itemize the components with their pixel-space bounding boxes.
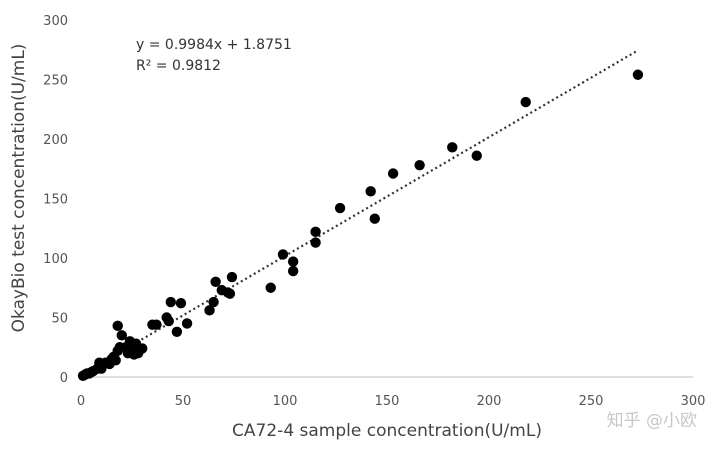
trendline-equation: y = 0.9984x + 1.8751 xyxy=(136,37,292,53)
y-axis-tick-labels: 0 50 100 150 200 250 300 xyxy=(43,14,68,386)
data-point xyxy=(414,159,425,171)
trendline xyxy=(80,50,637,376)
data-point xyxy=(287,265,299,277)
data-point xyxy=(112,320,123,332)
data-point xyxy=(226,271,238,283)
data-point xyxy=(632,69,644,80)
data-point xyxy=(175,298,187,309)
watermark: 知乎 @小欧 xyxy=(607,411,697,431)
data-point xyxy=(265,282,276,293)
data-point xyxy=(310,237,321,248)
y-tick-label: 50 xyxy=(51,312,68,327)
x-tick-label: 100 xyxy=(273,394,298,409)
y-tick-label: 0 xyxy=(60,371,68,386)
data-point xyxy=(387,168,399,179)
y-tick-label: 250 xyxy=(43,74,68,89)
data-point xyxy=(208,296,219,308)
data-point xyxy=(165,296,176,308)
data-point xyxy=(447,142,458,153)
data-point xyxy=(287,256,299,267)
x-tick-label: 0 xyxy=(77,394,85,409)
data-points xyxy=(77,69,644,382)
r-squared-label: R² = 0.9812 xyxy=(136,58,221,74)
data-point xyxy=(171,326,183,337)
x-tick-label: 50 xyxy=(175,394,192,409)
data-point xyxy=(110,355,121,366)
data-point xyxy=(181,318,193,329)
x-tick-label: 200 xyxy=(477,394,502,409)
x-axis-tick-labels: 0 50 100 150 200 250 300 xyxy=(77,394,706,409)
data-point xyxy=(310,226,321,238)
data-point xyxy=(116,330,128,341)
data-point xyxy=(151,319,162,330)
data-point xyxy=(520,96,531,108)
x-tick-label: 250 xyxy=(579,394,604,409)
data-point xyxy=(365,186,376,197)
data-point xyxy=(204,305,215,316)
data-point xyxy=(369,213,380,224)
y-tick-label: 100 xyxy=(43,252,68,267)
data-point xyxy=(224,288,236,299)
y-tick-label: 300 xyxy=(43,14,68,29)
data-point xyxy=(163,315,174,327)
y-tick-label: 150 xyxy=(43,193,68,208)
x-axis-title: CA72-4 sample concentration(U/mL) xyxy=(232,421,542,441)
data-point xyxy=(471,150,482,161)
y-tick-label: 200 xyxy=(43,133,68,148)
x-tick-label: 300 xyxy=(681,394,706,409)
data-point xyxy=(137,343,148,354)
data-point xyxy=(210,276,221,287)
x-tick-label: 150 xyxy=(375,394,400,409)
data-point xyxy=(277,249,289,260)
y-axis-title: OkayBio test concentration(U/mL) xyxy=(9,44,29,333)
data-point xyxy=(334,202,346,214)
